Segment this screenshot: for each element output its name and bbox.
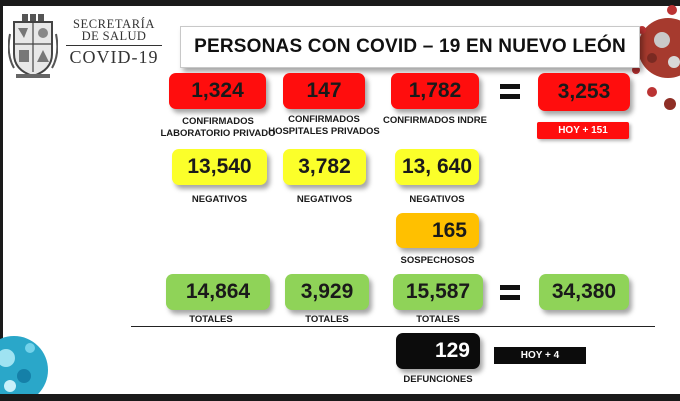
confirmados-laboratorio-privado-label: CONFIRMADOS LABORATORIO PRIVADO [148,116,288,140]
confirmados-total-value: 3,253 [557,80,611,103]
logo-de-salud-text: DE SALUD [66,30,162,46]
equals-sign-totales-icon [500,285,520,301]
negativos-col1-label: NEGATIVOS [191,194,248,205]
negativos-col2-box: 3,782 [283,149,366,185]
confirmados-indre-box: 1,782 [391,73,479,109]
confirmados-laboratorio-privado-value: 1,324 [191,79,244,102]
confirmados-hospitales-label-line1: CONFIRMADOS [288,114,360,125]
equals-sign-confirmados-icon [500,84,520,100]
totales-col1-value: 14,864 [185,280,251,303]
confirmados-indre-value: 1,782 [408,79,462,102]
confirmados-hospitales-privados-box: 147 [283,73,365,109]
confirmados-hospitales-privados-label: CONFIRMADOS HOSPITALES PRIVADOS [262,114,386,138]
totales-col1-box: 14,864 [166,274,270,310]
confirmados-laboratorio-label-line1: CONFIRMADOS [182,116,254,127]
totales-col1-label: TOTALES [189,314,233,325]
sospechosos-label: SOSPECHOSOS [400,255,475,266]
title-banner: PERSONAS CON COVID – 19 EN NUEVO LEÓN [180,26,640,68]
left-frame-bar [0,0,3,401]
coronavirus-decoration-icon [632,5,680,110]
nuevo-leon-seal-icon [8,14,58,78]
secretaria-de-salud-logo: SECRETARÍA DE SALUD COVID-19 [62,18,166,68]
negativos-col3-value: 13, 640 [401,155,473,178]
confirmados-hospitales-label-line2: HOSPITALES PRIVADOS [268,126,380,137]
totales-col2-value: 3,929 [300,280,354,303]
confirmados-hoy-badge: HOY + 151 [537,122,629,139]
totales-col2-box: 3,929 [285,274,369,310]
negativos-col1-value: 13,540 [187,155,252,178]
confirmados-laboratorio-privado-box: 1,324 [169,73,266,109]
defunciones-box: 129 [396,333,480,369]
totales-col3-label: TOTALES [416,314,460,325]
negativos-col3-box: 13, 640 [395,149,479,185]
defunciones-label: DEFUNCIONES [403,374,473,385]
totales-grand-total-box: 34,380 [539,274,629,310]
negativos-col3-label: NEGATIVOS [409,194,465,205]
defunciones-hoy-badge: HOY + 4 [494,347,586,364]
negativos-col2-label: NEGATIVOS [296,194,353,205]
confirmados-total-box: 3,253 [538,73,630,111]
logo-covid-text: COVID-19 [69,47,159,67]
sospechosos-box: 165 [396,213,479,248]
logo-secretaria-text: SECRETARÍA [72,17,156,31]
virus-cells-decoration-icon [0,336,48,394]
negativos-col2-value: 3,782 [298,155,351,178]
defunciones-value: 129 [434,339,470,362]
totales-col2-label: TOTALES [305,314,349,325]
totales-col3-value: 15,587 [405,280,471,303]
confirmados-laboratorio-label-line2: LABORATORIO PRIVADO [160,128,276,139]
confirmados-hospitales-privados-value: 147 [306,79,342,102]
totales-grand-total-value: 34,380 [551,280,617,303]
confirmados-indre-label: CONFIRMADOS INDRE [383,115,487,126]
sospechosos-value: 165 [431,218,467,242]
negativos-col1-box: 13,540 [172,149,267,185]
page-title: PERSONAS CON COVID – 19 EN NUEVO LEÓN [194,36,626,57]
top-frame-bar [0,0,680,6]
divider-line [131,326,655,327]
bottom-frame-bar [0,394,680,401]
totales-col3-box: 15,587 [393,274,483,310]
